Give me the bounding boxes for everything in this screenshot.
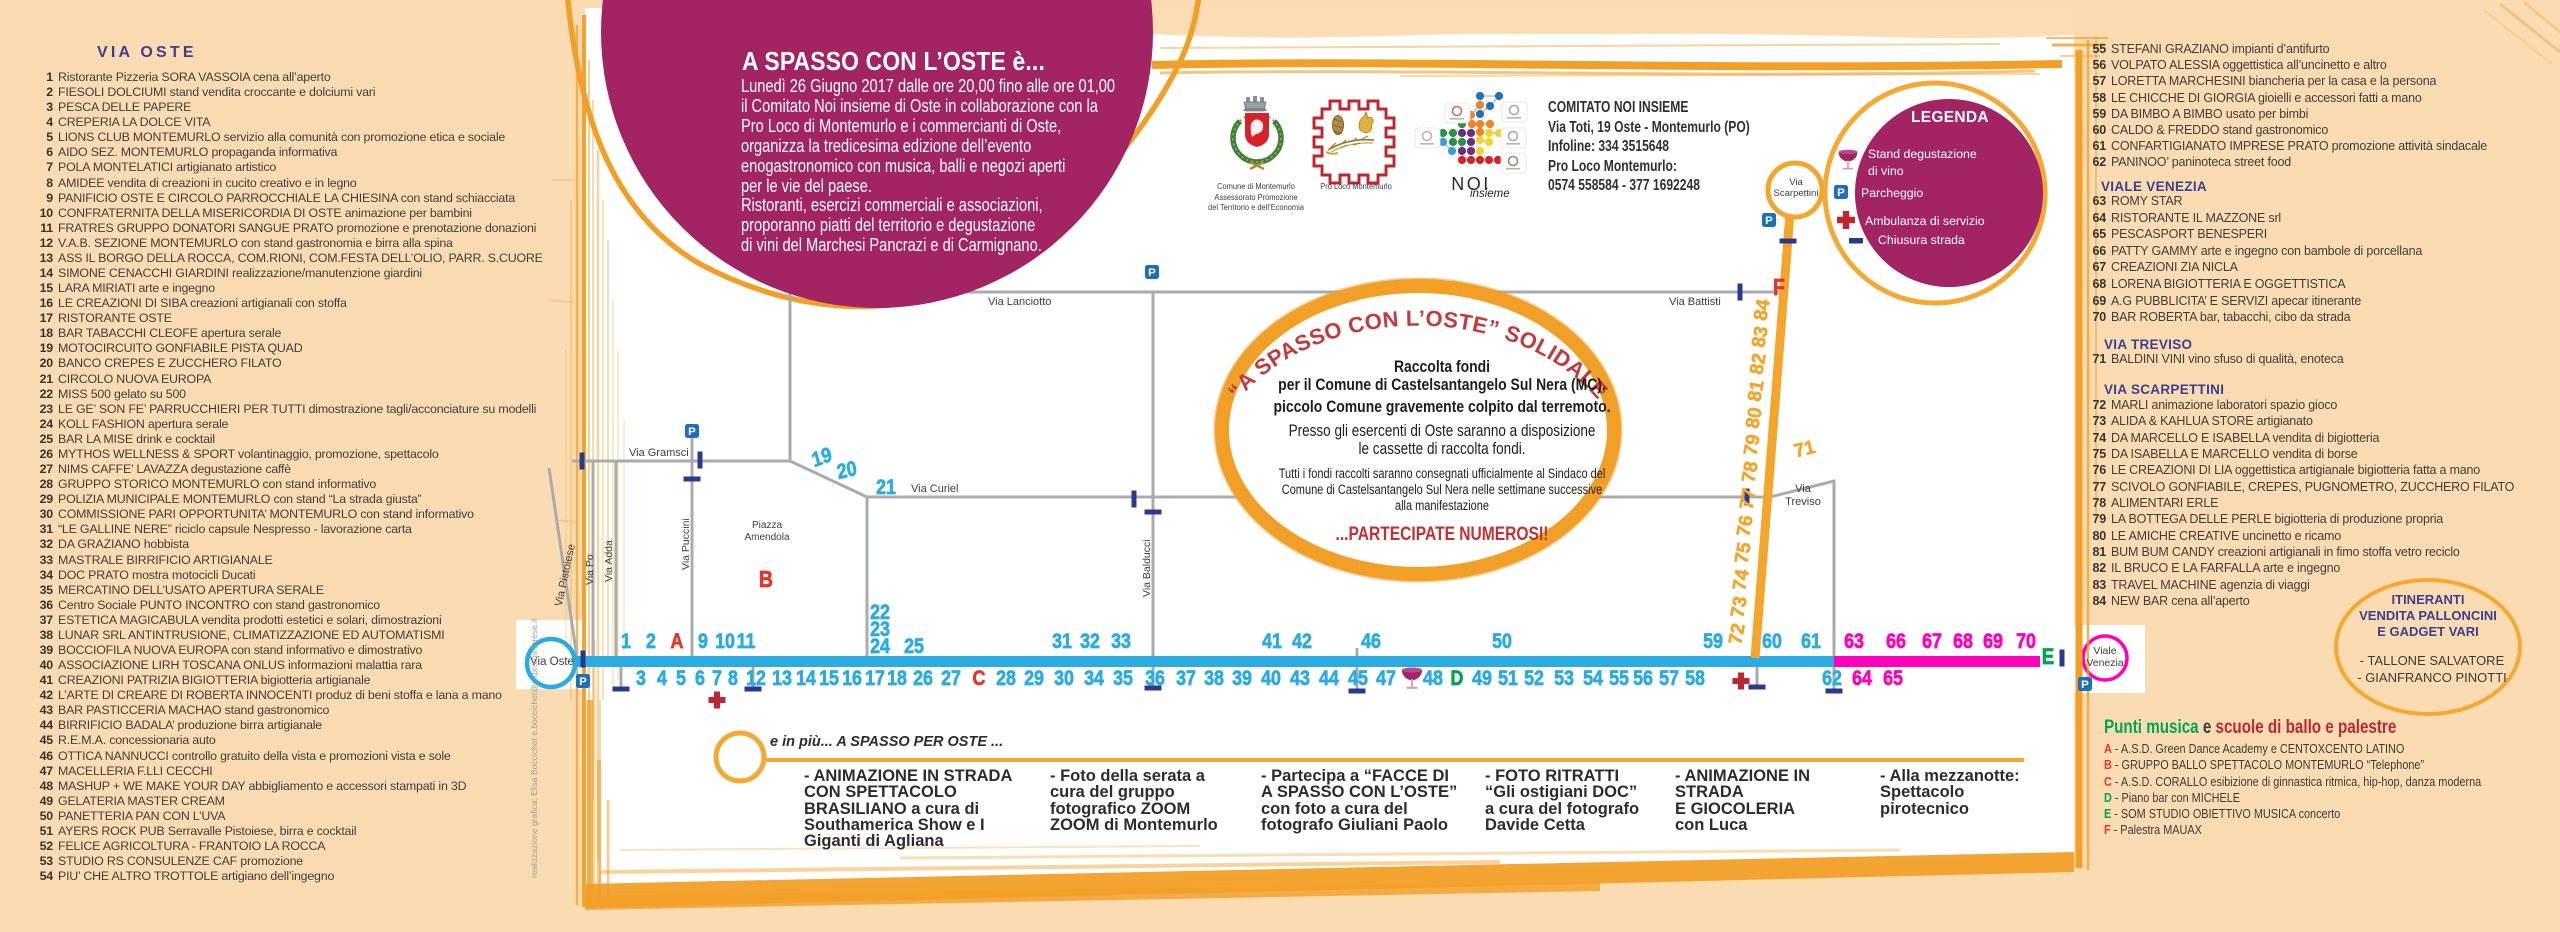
svg-text:P: P	[2081, 679, 2089, 691]
svg-text:72: 72	[1725, 622, 1749, 646]
svg-text:76: 76	[1733, 514, 1757, 538]
svg-text:82: 82	[1746, 352, 1770, 376]
svg-text:77: 77	[1736, 487, 1760, 511]
svg-text:83: 83	[1748, 325, 1772, 349]
svg-text:P: P	[579, 676, 587, 688]
svg-text:84: 84	[1750, 297, 1774, 322]
svg-text:81: 81	[1744, 378, 1768, 403]
svg-text:79: 79	[1740, 433, 1764, 457]
svg-text:P: P	[1837, 187, 1845, 199]
svg-text:78: 78	[1738, 460, 1762, 484]
svg-text:73: 73	[1727, 595, 1751, 619]
svg-text:74: 74	[1729, 567, 1753, 592]
svg-text:P: P	[1148, 267, 1156, 279]
svg-text:P: P	[1765, 215, 1773, 227]
svg-text:P: P	[688, 426, 696, 438]
svg-text:75: 75	[1731, 540, 1755, 565]
svg-text:80: 80	[1742, 406, 1766, 430]
